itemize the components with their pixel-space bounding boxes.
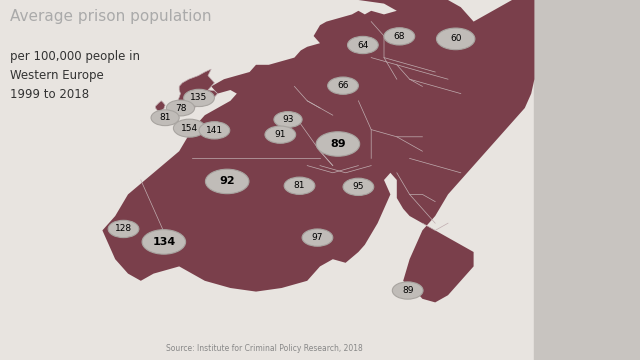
Circle shape [184, 89, 214, 107]
Text: 93: 93 [282, 115, 294, 124]
Circle shape [142, 230, 186, 254]
Circle shape [108, 220, 139, 238]
Text: 81: 81 [159, 113, 171, 122]
Polygon shape [156, 101, 165, 111]
Circle shape [151, 110, 179, 126]
Text: 135: 135 [191, 94, 207, 102]
Text: 141: 141 [206, 126, 223, 135]
Circle shape [384, 28, 415, 45]
Text: 92: 92 [220, 176, 235, 186]
Circle shape [284, 177, 315, 194]
Text: per 100,000 people in
Western Europe
1999 to 2018: per 100,000 people in Western Europe 199… [10, 50, 140, 102]
Text: 68: 68 [394, 32, 405, 41]
Circle shape [205, 169, 249, 194]
Polygon shape [102, 0, 534, 302]
Text: 89: 89 [330, 139, 346, 149]
Text: 64: 64 [357, 40, 369, 49]
Circle shape [265, 126, 296, 143]
Circle shape [343, 178, 374, 195]
Text: 81: 81 [294, 181, 305, 190]
Circle shape [392, 282, 423, 299]
Circle shape [166, 100, 195, 116]
Circle shape [436, 28, 475, 50]
Circle shape [316, 132, 360, 156]
Text: Source: Institute for Criminal Policy Research, 2018: Source: Institute for Criminal Policy Re… [166, 344, 363, 353]
Circle shape [173, 119, 205, 137]
Text: 78: 78 [175, 104, 186, 112]
Text: 66: 66 [337, 81, 349, 90]
Text: Average prison population: Average prison population [10, 9, 211, 24]
Text: 95: 95 [353, 182, 364, 192]
Text: 91: 91 [275, 130, 286, 139]
Circle shape [274, 112, 302, 127]
Text: 134: 134 [152, 237, 175, 247]
Text: 128: 128 [115, 225, 132, 234]
Circle shape [199, 122, 230, 139]
Text: 154: 154 [181, 123, 198, 132]
Polygon shape [178, 69, 218, 112]
Circle shape [302, 229, 333, 246]
Text: 60: 60 [450, 34, 461, 43]
Circle shape [348, 36, 378, 54]
Text: 97: 97 [312, 233, 323, 242]
Text: 89: 89 [402, 286, 413, 295]
Circle shape [328, 77, 358, 94]
